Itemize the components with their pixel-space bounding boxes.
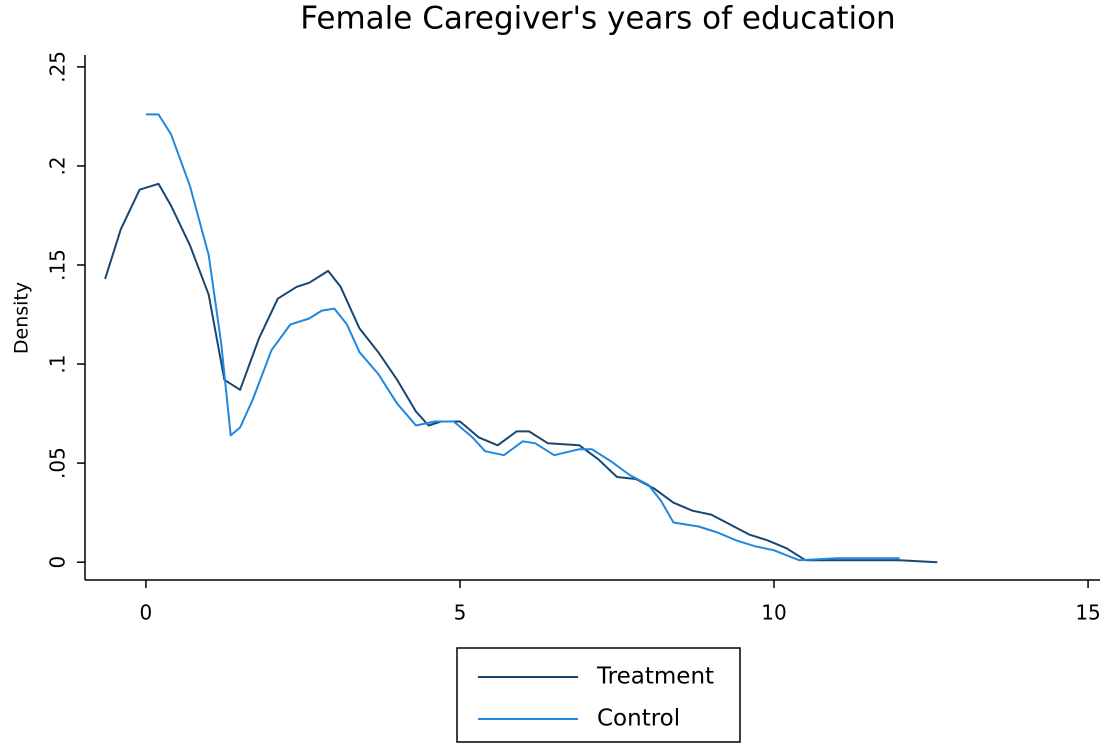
y-tick-label: .25 [46,51,70,83]
y-axis-label: Density [11,282,33,354]
y-tick-label: .05 [46,447,70,479]
y-tick-label: 0 [46,556,70,569]
legend-label: Control [597,706,680,732]
density-line [145,113,900,562]
legend-label: Treatment [596,664,714,690]
density-line [104,182,938,564]
x-tick-label: 15 [1075,601,1100,625]
y-tick-label: .1 [46,355,70,374]
x-tick-label: 10 [761,601,786,625]
x-tick-label: 5 [454,601,467,625]
y-tick-label: .2 [46,156,70,175]
x-tick-label: 0 [140,601,153,625]
chart-title: Female Caregiver's years of education [300,1,895,37]
y-tick-label: .15 [46,249,70,281]
legend-box [456,647,741,743]
